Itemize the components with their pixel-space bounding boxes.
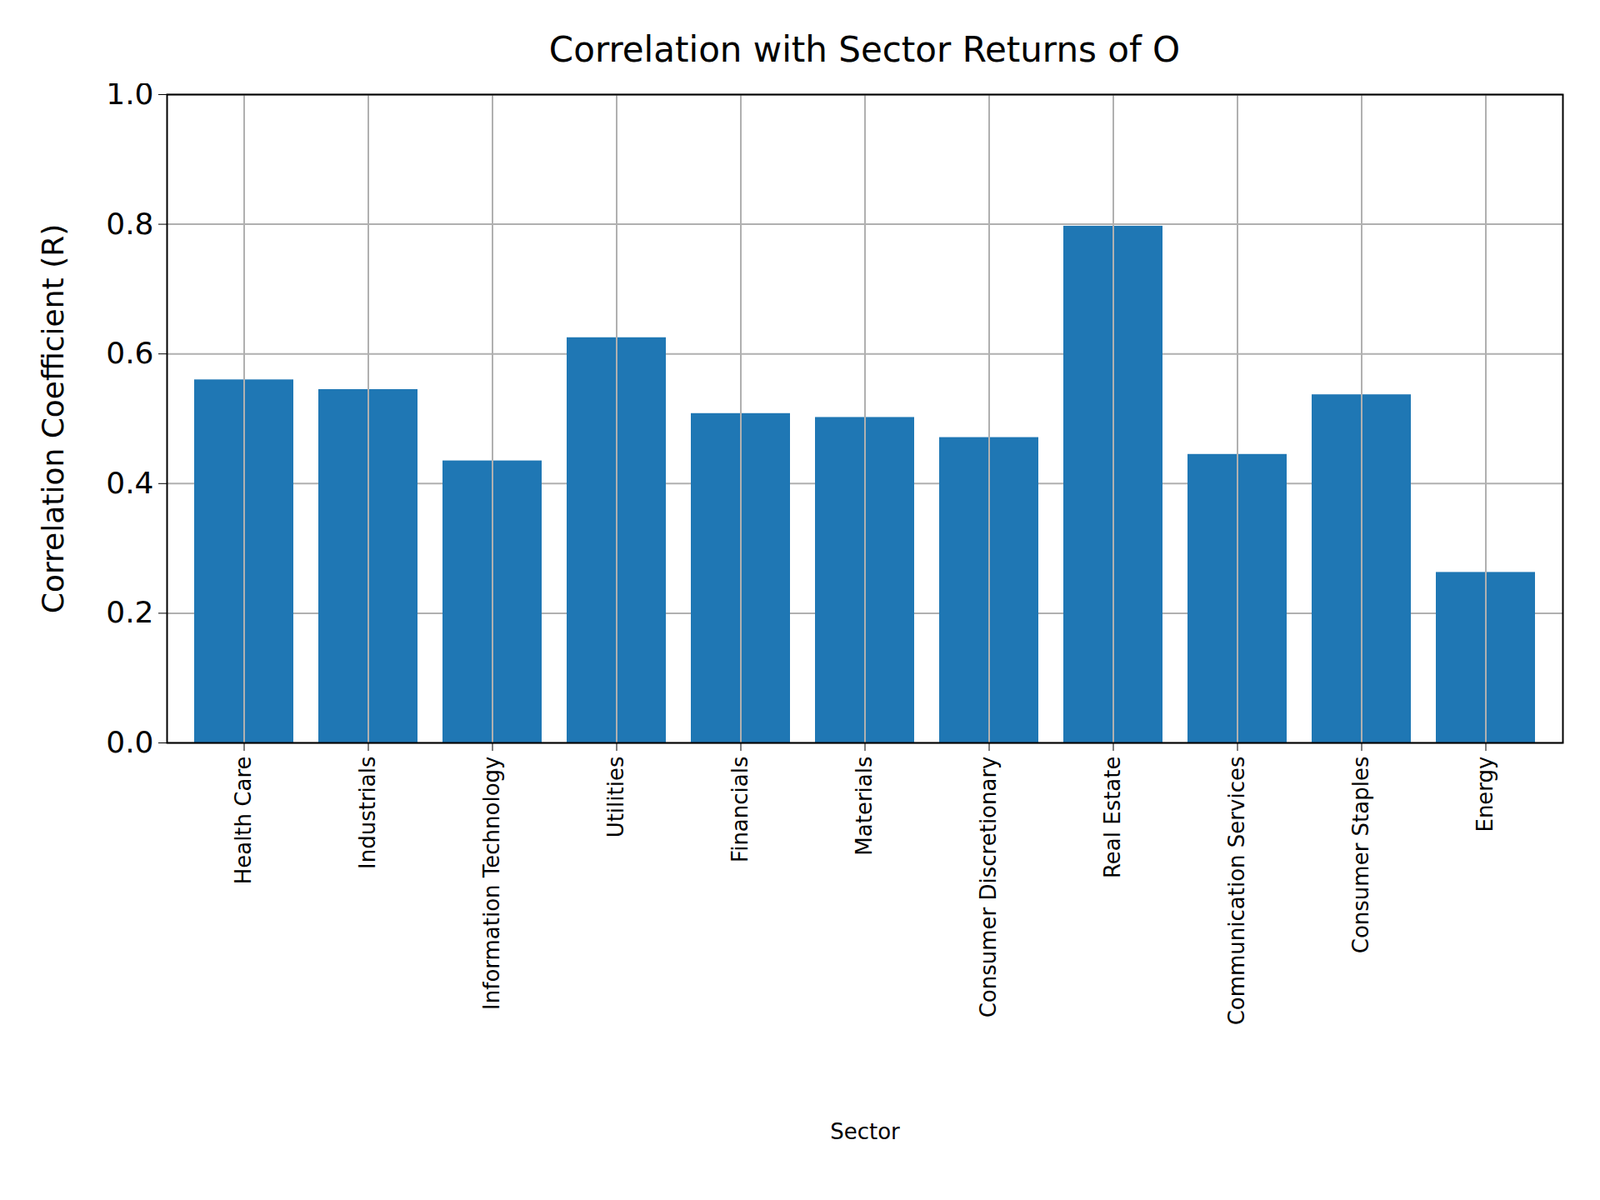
svg-text:0.4: 0.4: [105, 465, 154, 500]
svg-text:Utilities: Utilities: [603, 756, 629, 839]
svg-text:Financials: Financials: [727, 756, 753, 863]
svg-text:0.6: 0.6: [105, 335, 154, 370]
svg-text:0.8: 0.8: [105, 206, 154, 241]
svg-text:Consumer Discretionary: Consumer Discretionary: [975, 756, 1001, 1019]
svg-text:0.2: 0.2: [105, 595, 154, 630]
html-text:Correlation with Sector Return: Correlation with Sector Returns of O: [549, 29, 1181, 70]
svg-text:1.0: 1.0: [105, 83, 154, 111]
svg-text:Energy: Energy: [1472, 756, 1498, 833]
svg-text:Industrials: Industrials: [355, 756, 380, 870]
svg-text:Sector: Sector: [830, 1119, 900, 1145]
svg-text:0.0: 0.0: [105, 725, 154, 760]
svg-text:Health Care: Health Care: [230, 756, 256, 885]
svg-text:Real Estate: Real Estate: [1100, 756, 1125, 880]
svg-text:Materials: Materials: [851, 756, 877, 856]
svg-text:Consumer Staples: Consumer Staples: [1348, 756, 1374, 955]
svg-text:Information Technology: Information Technology: [479, 756, 505, 1010]
svg-text:Correlation Coefficient (R): Correlation Coefficient (R): [35, 224, 70, 615]
svg-text:Communication Services: Communication Services: [1224, 756, 1250, 1026]
